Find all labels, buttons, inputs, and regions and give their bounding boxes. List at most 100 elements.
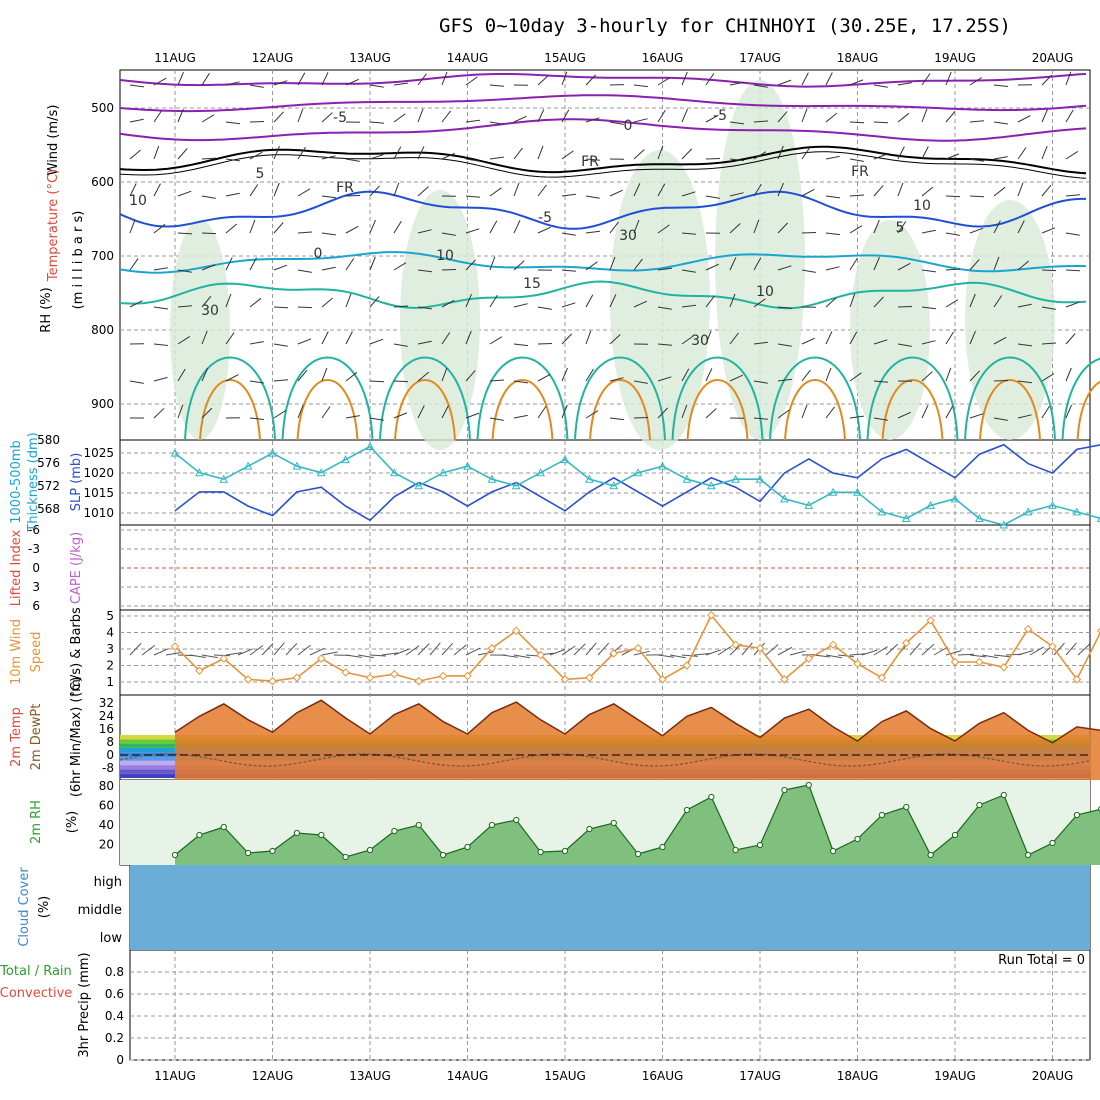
wind-barb bbox=[201, 367, 209, 382]
wind-barb bbox=[369, 84, 384, 88]
temp-tick: 16 bbox=[99, 722, 114, 736]
rh-point bbox=[586, 825, 593, 833]
wind-barb bbox=[753, 219, 760, 234]
slp-ylabel-2: Thickness (dm) bbox=[26, 432, 41, 532]
wind10-barb bbox=[597, 642, 610, 656]
wind-barb bbox=[537, 343, 553, 345]
wind-barb bbox=[513, 414, 528, 419]
thickness-point bbox=[219, 474, 229, 483]
wind10-barb bbox=[261, 643, 274, 656]
wind10-point bbox=[1023, 624, 1033, 634]
thickness-point bbox=[682, 474, 692, 483]
contour-freezing-2 bbox=[119, 151, 1087, 179]
wind10-point bbox=[292, 673, 302, 682]
slp-thickness-lines bbox=[170, 441, 1100, 529]
wind-barb bbox=[921, 306, 936, 310]
wind-barb bbox=[441, 367, 448, 382]
temp-tick: -8 bbox=[102, 761, 114, 775]
wind-barb bbox=[1041, 373, 1055, 382]
precip-tick: 0.4 bbox=[105, 1009, 124, 1023]
wind10-barb bbox=[369, 654, 387, 657]
contour-label: 0 bbox=[624, 118, 633, 134]
wind-barb bbox=[897, 182, 904, 197]
wind-barb bbox=[489, 417, 504, 421]
thickness-point bbox=[243, 461, 253, 470]
wind-barb bbox=[1065, 71, 1072, 86]
wind-barb bbox=[465, 119, 480, 123]
wind-barb bbox=[417, 108, 424, 123]
wind-barb bbox=[681, 404, 688, 419]
date-bottom-18AUG: 18AUG bbox=[837, 1069, 879, 1083]
wind-barb bbox=[849, 194, 865, 197]
wind-barb bbox=[993, 417, 1008, 421]
thickness-point bbox=[901, 513, 911, 522]
wind10-barb bbox=[441, 642, 454, 656]
wind-barb bbox=[537, 109, 545, 123]
wind-barb bbox=[1017, 115, 1031, 123]
wind-barb bbox=[825, 406, 835, 419]
wind-barb bbox=[753, 183, 762, 197]
thickness-point bbox=[536, 468, 545, 477]
wind-barb bbox=[489, 256, 496, 271]
rh-ylabel-1: 2m RH bbox=[29, 800, 44, 844]
wind-barb bbox=[849, 372, 862, 382]
thickness-point bbox=[804, 500, 814, 509]
wind-barb bbox=[489, 84, 504, 87]
wind-barb bbox=[537, 306, 552, 310]
wind10-point bbox=[950, 657, 960, 667]
wind10-barb bbox=[345, 654, 362, 658]
wind-barb bbox=[249, 257, 257, 271]
upper-ytick: 500 bbox=[91, 101, 114, 115]
wind-barb bbox=[873, 296, 884, 308]
contour-label: 10 bbox=[913, 198, 931, 214]
wind-barb bbox=[177, 232, 193, 235]
wind-barb bbox=[753, 84, 768, 88]
wind-barb bbox=[273, 306, 289, 309]
wind-barb bbox=[825, 195, 840, 199]
precip-label-2: Convective bbox=[0, 986, 72, 1001]
thickness-point bbox=[658, 461, 667, 470]
contour-20-dome bbox=[671, 356, 764, 441]
rh-point bbox=[610, 819, 617, 827]
axis-ticks: 11AUG 11AUG 12AUG 12AUG 13AUG 13AUG 14AUG 14AUG… bbox=[28, 51, 1073, 1083]
contour-25-dome bbox=[686, 379, 749, 441]
wind-barb bbox=[777, 111, 788, 123]
wind-barb bbox=[345, 371, 358, 382]
wind10-barb bbox=[465, 647, 481, 656]
wind-barb bbox=[297, 269, 312, 273]
wind-barb bbox=[681, 368, 690, 382]
wind-barb bbox=[1017, 380, 1032, 384]
contour-label: -5 bbox=[538, 210, 552, 226]
contour-label: 30 bbox=[619, 228, 637, 244]
wind-barb bbox=[153, 110, 163, 123]
rh-point bbox=[537, 848, 544, 856]
wind-barb bbox=[417, 73, 427, 86]
wind-barb bbox=[561, 404, 568, 419]
wind10-point bbox=[609, 649, 618, 658]
wind-barb bbox=[321, 72, 329, 86]
wind-barb bbox=[441, 110, 451, 123]
wind-barb bbox=[729, 293, 736, 308]
wind-tick: 3 bbox=[106, 642, 114, 656]
wind-barb bbox=[177, 108, 184, 123]
wind-barb bbox=[201, 330, 208, 345]
ylabels: Wind (m/s) Temperature (°C) RH (%) (m i … bbox=[0, 105, 92, 1058]
thickness-point bbox=[706, 481, 716, 490]
contour-label: 10 bbox=[756, 284, 774, 300]
wind10-point bbox=[975, 657, 984, 667]
wind-barb bbox=[249, 84, 264, 88]
contour-label: FR bbox=[336, 180, 354, 196]
date-bottom-11AUG: 11AUG bbox=[154, 1069, 196, 1083]
wind10-point bbox=[536, 650, 545, 660]
wind-barb bbox=[441, 299, 455, 308]
date-top-19AUG: 19AUG bbox=[934, 51, 976, 65]
wind-barb bbox=[561, 150, 574, 160]
contour-25-dome bbox=[979, 379, 1041, 441]
wind-barb bbox=[585, 230, 600, 234]
thickness-line bbox=[174, 445, 1100, 526]
wind-barb bbox=[393, 146, 402, 160]
wind-barb bbox=[513, 343, 528, 347]
thickness-point bbox=[268, 448, 277, 457]
rh-point bbox=[683, 806, 691, 814]
cape-ylabel-1: Lifted Index bbox=[9, 529, 24, 606]
